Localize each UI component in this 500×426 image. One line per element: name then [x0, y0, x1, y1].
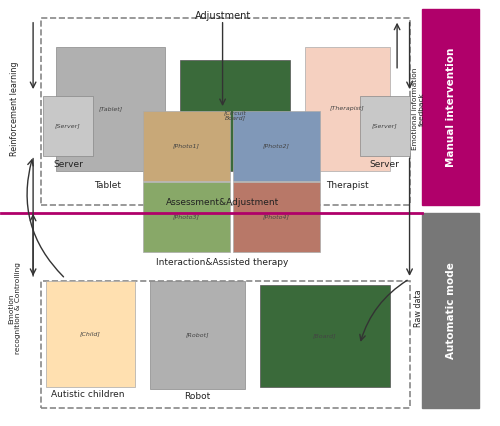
- FancyBboxPatch shape: [305, 47, 390, 170]
- Text: Server: Server: [53, 160, 83, 169]
- FancyBboxPatch shape: [46, 281, 136, 387]
- Text: [Child]: [Child]: [80, 331, 101, 337]
- Text: [Circuit
Board]: [Circuit Board]: [224, 110, 246, 121]
- Text: Emotion
recognition & Controlling: Emotion recognition & Controlling: [8, 262, 21, 354]
- Text: Assessment&Adjustment: Assessment&Adjustment: [166, 198, 279, 207]
- FancyBboxPatch shape: [56, 47, 165, 170]
- Text: Interaction&Assisted therapy: Interaction&Assisted therapy: [156, 258, 289, 267]
- Text: [Tablet]: [Tablet]: [98, 106, 122, 112]
- Text: [Photo2]: [Photo2]: [262, 144, 289, 149]
- FancyBboxPatch shape: [232, 182, 320, 252]
- Text: [Photo3]: [Photo3]: [173, 215, 200, 219]
- Text: Tablet: Tablet: [94, 181, 122, 190]
- Text: Reinforcement learning: Reinforcement learning: [10, 62, 19, 156]
- FancyBboxPatch shape: [150, 281, 245, 389]
- Text: Manual intervention: Manual intervention: [446, 47, 456, 167]
- FancyBboxPatch shape: [43, 96, 93, 155]
- Text: [Robot]: [Robot]: [186, 333, 210, 337]
- Text: Raw data: Raw data: [414, 290, 423, 327]
- FancyBboxPatch shape: [260, 285, 390, 387]
- Text: Adjustment: Adjustment: [194, 11, 250, 20]
- FancyBboxPatch shape: [422, 213, 480, 409]
- Text: Emotional information
feedback: Emotional information feedback: [412, 68, 425, 150]
- Text: Server: Server: [370, 160, 400, 169]
- FancyBboxPatch shape: [143, 182, 230, 252]
- Text: [Server]: [Server]: [372, 124, 398, 129]
- Text: Automatic mode: Automatic mode: [446, 262, 456, 359]
- FancyBboxPatch shape: [232, 111, 320, 181]
- Text: Autistic children: Autistic children: [51, 391, 125, 400]
- FancyBboxPatch shape: [180, 60, 290, 170]
- Text: [Photo4]: [Photo4]: [262, 215, 289, 219]
- FancyBboxPatch shape: [143, 111, 230, 181]
- Text: [Server]: [Server]: [55, 124, 81, 129]
- FancyBboxPatch shape: [422, 9, 480, 204]
- Text: Therapist: Therapist: [326, 181, 368, 190]
- Text: [Therapist]: [Therapist]: [330, 106, 364, 112]
- Text: Robot: Robot: [184, 392, 211, 401]
- FancyBboxPatch shape: [360, 96, 410, 155]
- Text: [Board]: [Board]: [313, 334, 336, 339]
- Text: [Photo1]: [Photo1]: [173, 144, 200, 149]
